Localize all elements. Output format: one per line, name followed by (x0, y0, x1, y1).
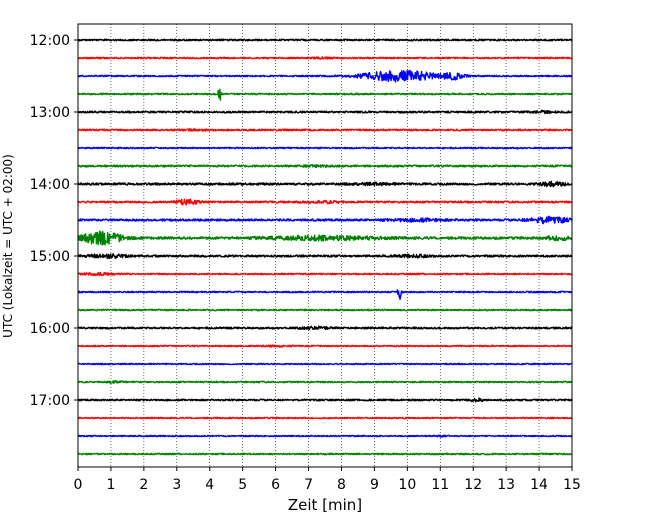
trace-1600 (77, 325, 573, 331)
x-tick-label: 12 (464, 477, 482, 493)
x-tick-label: 14 (530, 477, 548, 493)
y-tick-label: 17:00 (30, 393, 70, 409)
x-tick-label: 10 (398, 477, 416, 493)
trace-1730 (77, 434, 573, 438)
trace-1700 (77, 397, 573, 403)
trace-1245 (77, 88, 573, 101)
trace-1300 (77, 109, 573, 115)
seismic-traces (77, 38, 573, 456)
x-tick-label: 1 (106, 477, 115, 493)
trace-1400 (77, 180, 573, 188)
y-tick-label: 12:00 (30, 33, 70, 49)
y-tick-label: 13:00 (30, 105, 70, 121)
trace-1315 (77, 128, 573, 132)
trace-1715 (77, 416, 573, 420)
trace-1630 (77, 362, 573, 366)
x-tick-label: 3 (172, 477, 181, 493)
x-tick-label: 9 (370, 477, 379, 493)
trace-1545 (77, 308, 573, 312)
x-tick-label: 7 (304, 477, 313, 493)
trace-1500 (77, 253, 573, 260)
x-tick-label: 6 (271, 477, 280, 493)
y-tick-label: 16:00 (30, 321, 70, 337)
trace-1530 (77, 289, 573, 301)
trace-1515 (77, 271, 573, 277)
trace-1415 (77, 198, 573, 206)
trace-1215 (77, 56, 573, 60)
trace-1430 (77, 215, 573, 225)
x-tick-label: 4 (205, 477, 214, 493)
trace-1615 (77, 344, 573, 348)
x-axis-title: Zeit [min] (288, 496, 362, 514)
x-tick-label: 13 (497, 477, 515, 493)
x-tick-label: 8 (337, 477, 346, 493)
x-tick-label: 15 (563, 477, 581, 493)
plot-frame (77, 23, 573, 468)
y-axis-title: UTC (Lokalzeit = UTC + 02:00) (1, 154, 15, 338)
y-tick-label: 14:00 (30, 177, 70, 193)
trace-1745 (77, 452, 573, 456)
x-tick-label: 0 (74, 477, 83, 493)
y-axis: 12:00 13:00 14:00 15:00 16:00 17:00 (30, 33, 78, 409)
x-tick-label: 11 (431, 477, 449, 493)
x-tick-label: 5 (238, 477, 247, 493)
x-tick-label: 2 (139, 477, 148, 493)
trace-1345 (77, 163, 573, 169)
trace-1230 (77, 69, 573, 83)
vertical-gridlines (110, 24, 540, 467)
trace-1445 (77, 230, 573, 246)
trace-1645 (77, 379, 573, 384)
x-axis: 0 1 2 3 4 5 6 7 8 9 10 11 12 13 14 15 (74, 467, 581, 493)
trace-1200 (77, 38, 573, 42)
y-tick-label: 15:00 (30, 249, 70, 265)
trace-1330 (77, 146, 573, 150)
